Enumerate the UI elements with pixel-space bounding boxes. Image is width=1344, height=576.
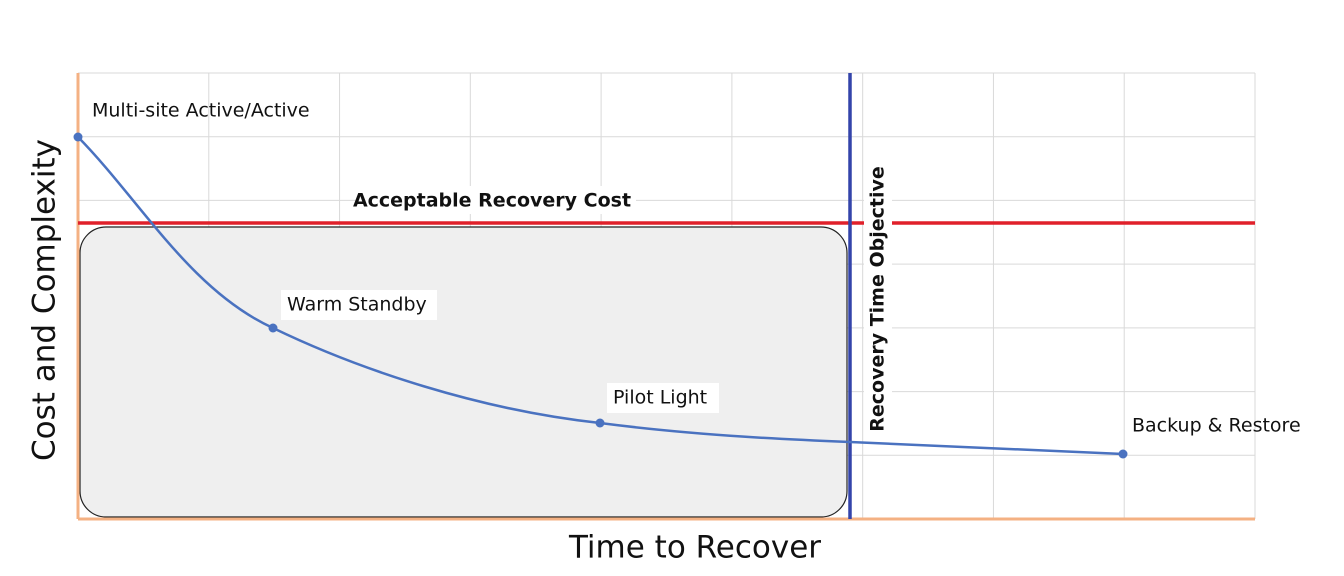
point-label: Pilot Light [613,387,707,409]
point-label: Warm Standby [287,294,427,316]
point-label: Multi-site Active/Active [92,100,310,122]
cost-threshold-label: Acceptable Recovery Cost [353,190,631,212]
point [268,323,278,333]
label-bg [607,383,719,413]
label-bg [358,186,636,214]
tradeoff-curve [77,136,1124,456]
point [1118,449,1128,459]
point [595,418,605,428]
y-axis-title: Cost and Complexity [27,139,63,461]
point-label: Backup & Restore [1132,415,1301,437]
x-axis-title: Time to Recover [568,530,821,566]
label-bg [864,172,892,426]
label-bg [281,290,437,320]
rto-label: Recovery Time Objective [867,166,889,432]
acceptable-region [79,226,848,518]
point [73,132,83,142]
